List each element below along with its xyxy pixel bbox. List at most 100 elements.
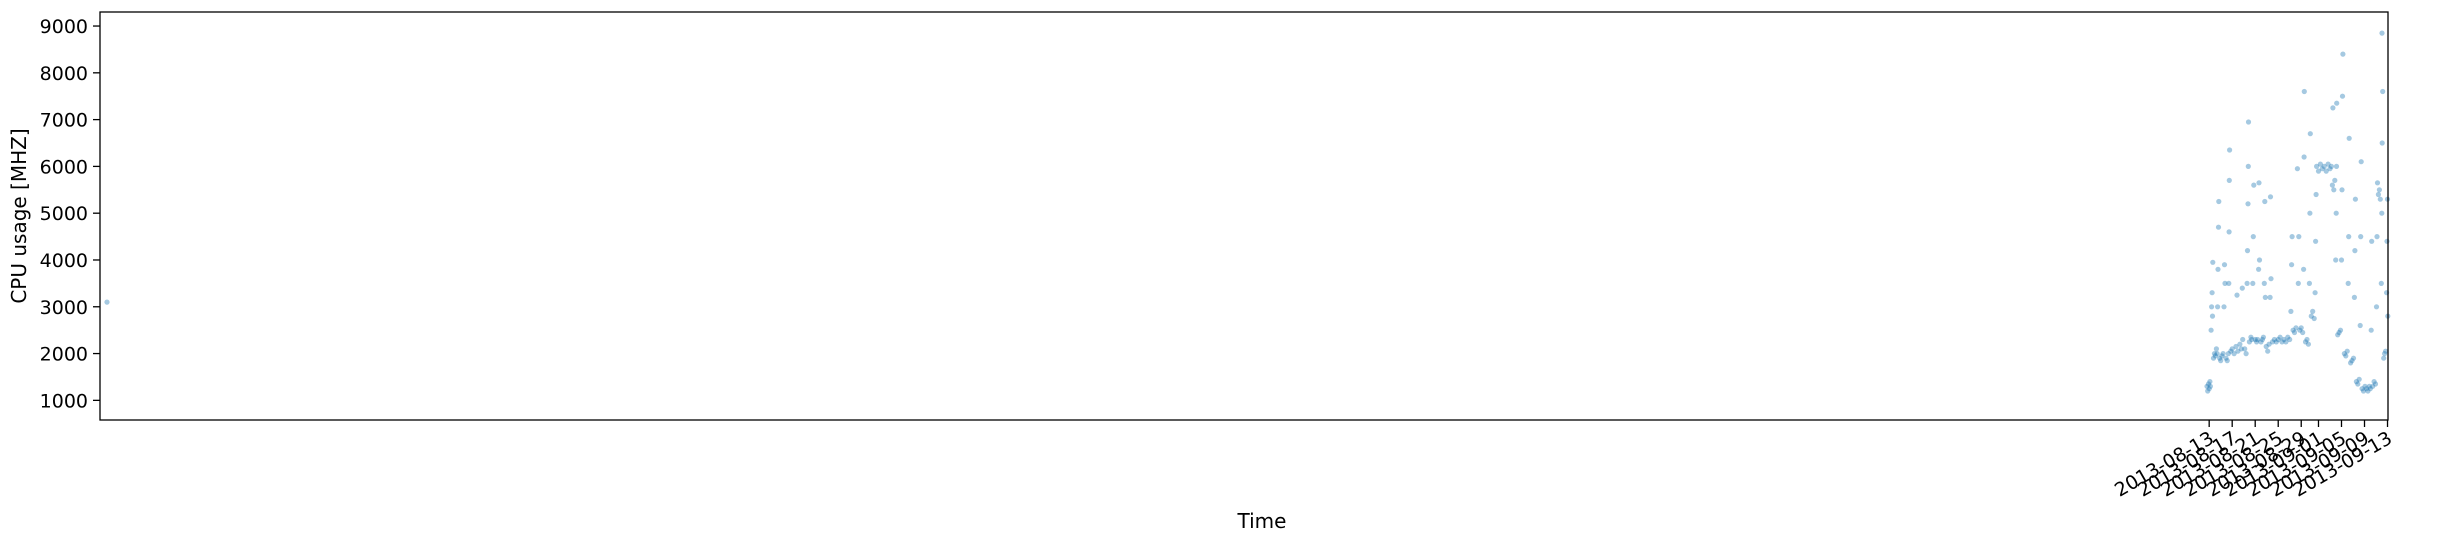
data-point — [2340, 51, 2346, 57]
data-point — [2215, 266, 2221, 272]
data-point — [2319, 166, 2325, 172]
data-point — [2290, 327, 2296, 333]
data-point — [2375, 191, 2381, 198]
data-point — [2213, 346, 2219, 352]
data-point — [2233, 343, 2239, 350]
data-point — [2312, 290, 2318, 296]
data-point — [2301, 266, 2307, 272]
data-point — [2329, 182, 2335, 188]
data-point — [2338, 257, 2345, 263]
data-point — [2216, 198, 2222, 205]
data-point — [2237, 341, 2243, 347]
data-point — [2242, 346, 2248, 352]
data-point — [2244, 248, 2251, 254]
data-point — [2379, 30, 2385, 36]
data-point — [2333, 257, 2339, 263]
data-point — [2307, 131, 2313, 137]
data-point — [2256, 180, 2262, 186]
y-tick-label: 5000 — [40, 203, 88, 225]
data-point — [2360, 388, 2367, 394]
data-point — [2379, 140, 2385, 146]
data-point — [2209, 304, 2215, 310]
data-point — [2346, 135, 2352, 141]
data-point — [2288, 308, 2294, 314]
data-point — [2261, 280, 2267, 286]
data-point — [2217, 355, 2223, 361]
data-point — [2374, 234, 2380, 240]
data-point — [2353, 379, 2359, 385]
data-point — [2372, 381, 2379, 387]
data-point — [2357, 322, 2363, 329]
data-point — [2285, 334, 2291, 340]
data-point — [2376, 187, 2382, 193]
data-point — [2373, 304, 2380, 310]
data-point — [2204, 383, 2210, 389]
data-point — [2265, 348, 2271, 354]
data-point — [2226, 177, 2232, 183]
data-point — [2221, 304, 2227, 310]
data-point — [2367, 386, 2373, 392]
data-point — [2234, 292, 2240, 298]
data-point — [2377, 196, 2383, 202]
data-point — [2313, 238, 2319, 244]
data-point — [2271, 336, 2277, 343]
data-point — [2205, 381, 2212, 387]
data-point — [2250, 234, 2256, 240]
data-point — [2220, 351, 2226, 357]
data-point — [2331, 187, 2337, 193]
data-point — [2273, 339, 2279, 345]
data-point — [2310, 308, 2316, 314]
data-point — [2251, 182, 2257, 188]
y-tick-label: 3000 — [40, 297, 88, 319]
data-point — [2294, 166, 2300, 172]
data-point — [2239, 285, 2245, 291]
data-point — [2382, 351, 2388, 357]
data-point — [2218, 358, 2224, 364]
data-point — [2300, 329, 2306, 336]
data-point — [2378, 280, 2384, 286]
data-point — [2351, 294, 2357, 300]
data-point — [2249, 336, 2255, 343]
data-point — [2256, 266, 2262, 272]
data-point — [2314, 163, 2320, 169]
data-point — [2224, 358, 2230, 364]
data-point — [2301, 154, 2307, 160]
data-point — [2231, 351, 2237, 357]
data-point — [2252, 336, 2258, 343]
data-point — [2339, 187, 2345, 193]
data-point — [2248, 334, 2254, 340]
data-point — [2262, 198, 2268, 205]
data-point — [2323, 168, 2329, 174]
data-point — [2327, 166, 2333, 172]
data-point — [2349, 358, 2355, 364]
data-point — [2214, 351, 2220, 357]
data-point — [2308, 313, 2314, 319]
data-point — [2212, 353, 2218, 359]
data-point — [2275, 336, 2281, 343]
data-point — [2333, 210, 2339, 216]
data-point — [2208, 327, 2214, 333]
data-point — [2209, 313, 2216, 319]
data-point — [2263, 343, 2269, 350]
data-point — [2315, 168, 2322, 174]
data-point — [2229, 346, 2235, 352]
data-point — [2301, 88, 2307, 95]
data-point — [2207, 379, 2213, 385]
data-point — [2210, 355, 2217, 361]
data-point — [2345, 280, 2351, 286]
data-point — [2384, 238, 2390, 244]
data-point — [2289, 234, 2295, 240]
data-point — [2223, 355, 2229, 361]
data-point — [2279, 339, 2285, 345]
data-point — [2207, 383, 2213, 389]
data-point — [2245, 119, 2252, 125]
data-point — [2205, 388, 2211, 394]
data-point — [2277, 334, 2283, 340]
y-axis-title: CPU usage [MHZ] — [7, 128, 31, 303]
data-point — [2334, 100, 2340, 106]
data-point — [2245, 201, 2251, 207]
data-point — [2344, 348, 2350, 354]
data-point — [2332, 177, 2338, 183]
data-point — [2358, 159, 2364, 165]
